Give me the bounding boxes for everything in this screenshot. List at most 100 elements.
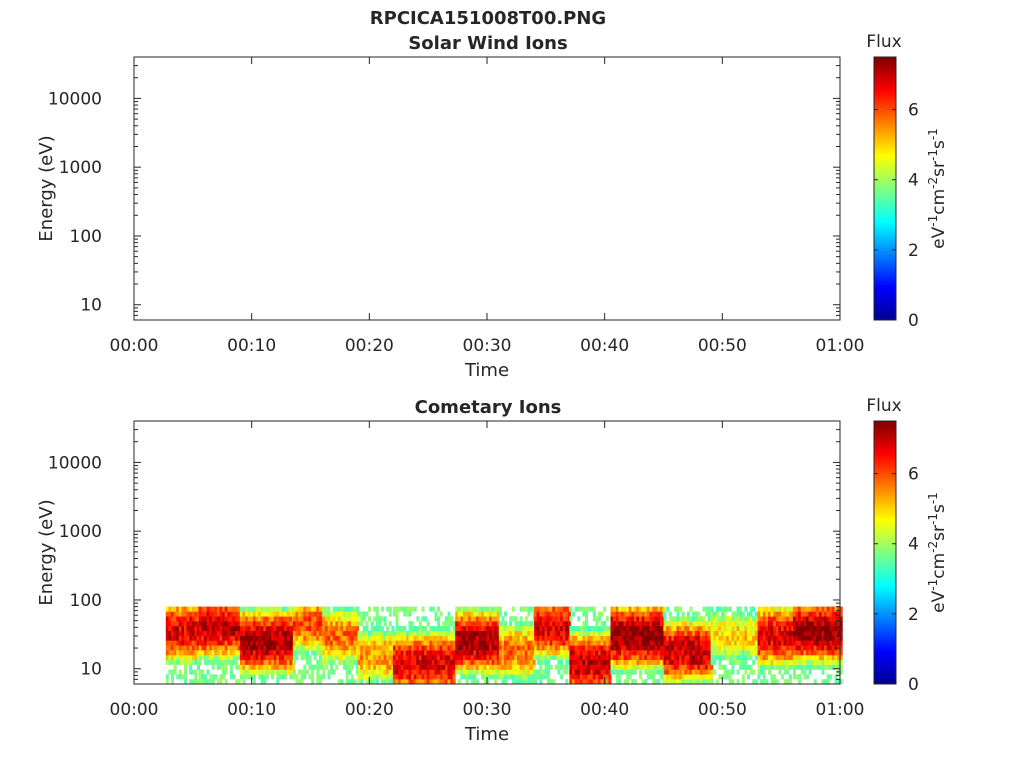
spectrogram-cell [434, 664, 438, 670]
spectrogram-cell [803, 635, 807, 641]
spectrogram-cell [541, 626, 545, 632]
spectrogram-cell [383, 674, 387, 680]
spectrogram-cell [530, 640, 533, 646]
spectrogram-cell [582, 621, 586, 627]
spectrogram-cell [808, 626, 812, 632]
spectrogram-cell [181, 621, 185, 627]
spectrogram-cell [295, 650, 299, 656]
spectrogram-cell [247, 669, 251, 675]
spectrogram-cell [731, 635, 735, 641]
spectrogram-cell [752, 616, 756, 622]
figure-title: RPCICA151008T00.PNG [370, 8, 606, 29]
spectrogram-cell [816, 640, 820, 646]
spectrogram-cell [534, 679, 538, 685]
spectrogram-cell [173, 655, 177, 661]
spectrogram-cell [439, 611, 443, 617]
spectrogram-cell [775, 616, 779, 622]
spectrogram-cell [178, 659, 182, 665]
spectrogram-cell [362, 664, 366, 670]
spectrogram-cell [455, 616, 459, 622]
colorbar-segment [874, 458, 896, 461]
spectrogram-cell [613, 664, 617, 670]
spectrogram-cell [509, 664, 513, 670]
spectrogram-cell [657, 679, 661, 685]
spectrogram-cell [805, 659, 809, 665]
spectrogram-cell [171, 616, 174, 622]
spectrogram-cell [631, 616, 635, 622]
spectrogram-cell [360, 674, 364, 680]
spectrogram-cell [260, 640, 264, 646]
spectrogram-cell [214, 621, 218, 627]
spectrogram-cell [834, 664, 838, 670]
colorbar-segment [874, 263, 896, 266]
spectrogram-cell [209, 611, 213, 617]
spectrogram-cell [235, 606, 239, 612]
spectrogram-cell [603, 674, 607, 680]
spectrogram-cell [800, 611, 804, 617]
spectrogram-cell [429, 630, 433, 636]
spectrogram-cell [713, 640, 717, 646]
spectrogram-cell [544, 674, 548, 680]
spectrogram-cell [300, 640, 304, 646]
spectrogram-cell [378, 669, 382, 675]
spectrogram-cell [281, 645, 285, 651]
spectrogram-cell [557, 611, 561, 617]
spectrogram-cell [268, 606, 272, 612]
spectrogram-cell [413, 659, 417, 665]
spectrogram-cell [707, 626, 711, 632]
spectrogram-cell [353, 640, 357, 646]
spectrogram-cell [608, 630, 612, 636]
spectrogram-cell [673, 659, 677, 665]
spectrogram-cell [636, 606, 640, 612]
spectrogram-cell [476, 621, 479, 627]
spectrogram-cell [721, 650, 724, 656]
spectrogram-cell [373, 606, 377, 612]
spectrogram-cell [702, 606, 706, 612]
spectrogram-cell [357, 655, 361, 661]
spectrogram-cell [646, 606, 650, 612]
colorbar-segment [874, 502, 896, 505]
spectrogram-cell [229, 650, 233, 656]
spectrogram-cell [392, 640, 396, 646]
spectrogram-cell [424, 669, 428, 675]
spectrogram-cell [765, 659, 769, 665]
spectrogram-cell [255, 645, 259, 651]
spectrogram-cell [476, 640, 479, 646]
colorbar-segment [874, 664, 896, 667]
spectrogram-cell [258, 645, 262, 651]
spectrogram-cell [455, 659, 459, 665]
spectrogram-cell [229, 640, 233, 646]
spectrogram-cell [654, 650, 658, 656]
spectrogram-cell [481, 626, 485, 632]
spectrogram-cell [824, 655, 828, 661]
spectrogram-cell [295, 640, 299, 646]
spectrogram-cell [741, 655, 745, 661]
spectrogram-cell [626, 630, 630, 636]
spectrogram-cell [353, 630, 357, 636]
spectrogram-cell [582, 664, 586, 670]
spectrogram-cell [227, 626, 231, 632]
spectrogram-cell [530, 674, 533, 680]
spectrogram-cell [405, 606, 409, 612]
spectrogram-cell [527, 606, 531, 612]
spectrogram-cell [626, 669, 630, 675]
spectrogram-cell [368, 650, 371, 656]
spectrogram-cell [203, 630, 207, 636]
spectrogram-cell [278, 630, 282, 636]
spectrogram-cell [595, 626, 599, 632]
spectrogram-cell [694, 630, 698, 636]
spectrogram-cell [375, 611, 379, 617]
spectrogram-cell [552, 635, 556, 641]
spectrogram-cell [383, 630, 387, 636]
spectrogram-cell [496, 669, 500, 675]
spectrogram-cell [739, 616, 743, 622]
spectrogram-cell [673, 674, 677, 680]
spectrogram-cell [498, 674, 502, 680]
spectrogram-cell [659, 630, 663, 636]
spectrogram-cell [679, 645, 683, 651]
spectrogram-cell [839, 611, 843, 617]
colorbar-segment [874, 605, 896, 608]
spectrogram-cell [527, 621, 531, 627]
spectrogram-cell [728, 626, 732, 632]
spectrogram-cell [652, 626, 656, 632]
